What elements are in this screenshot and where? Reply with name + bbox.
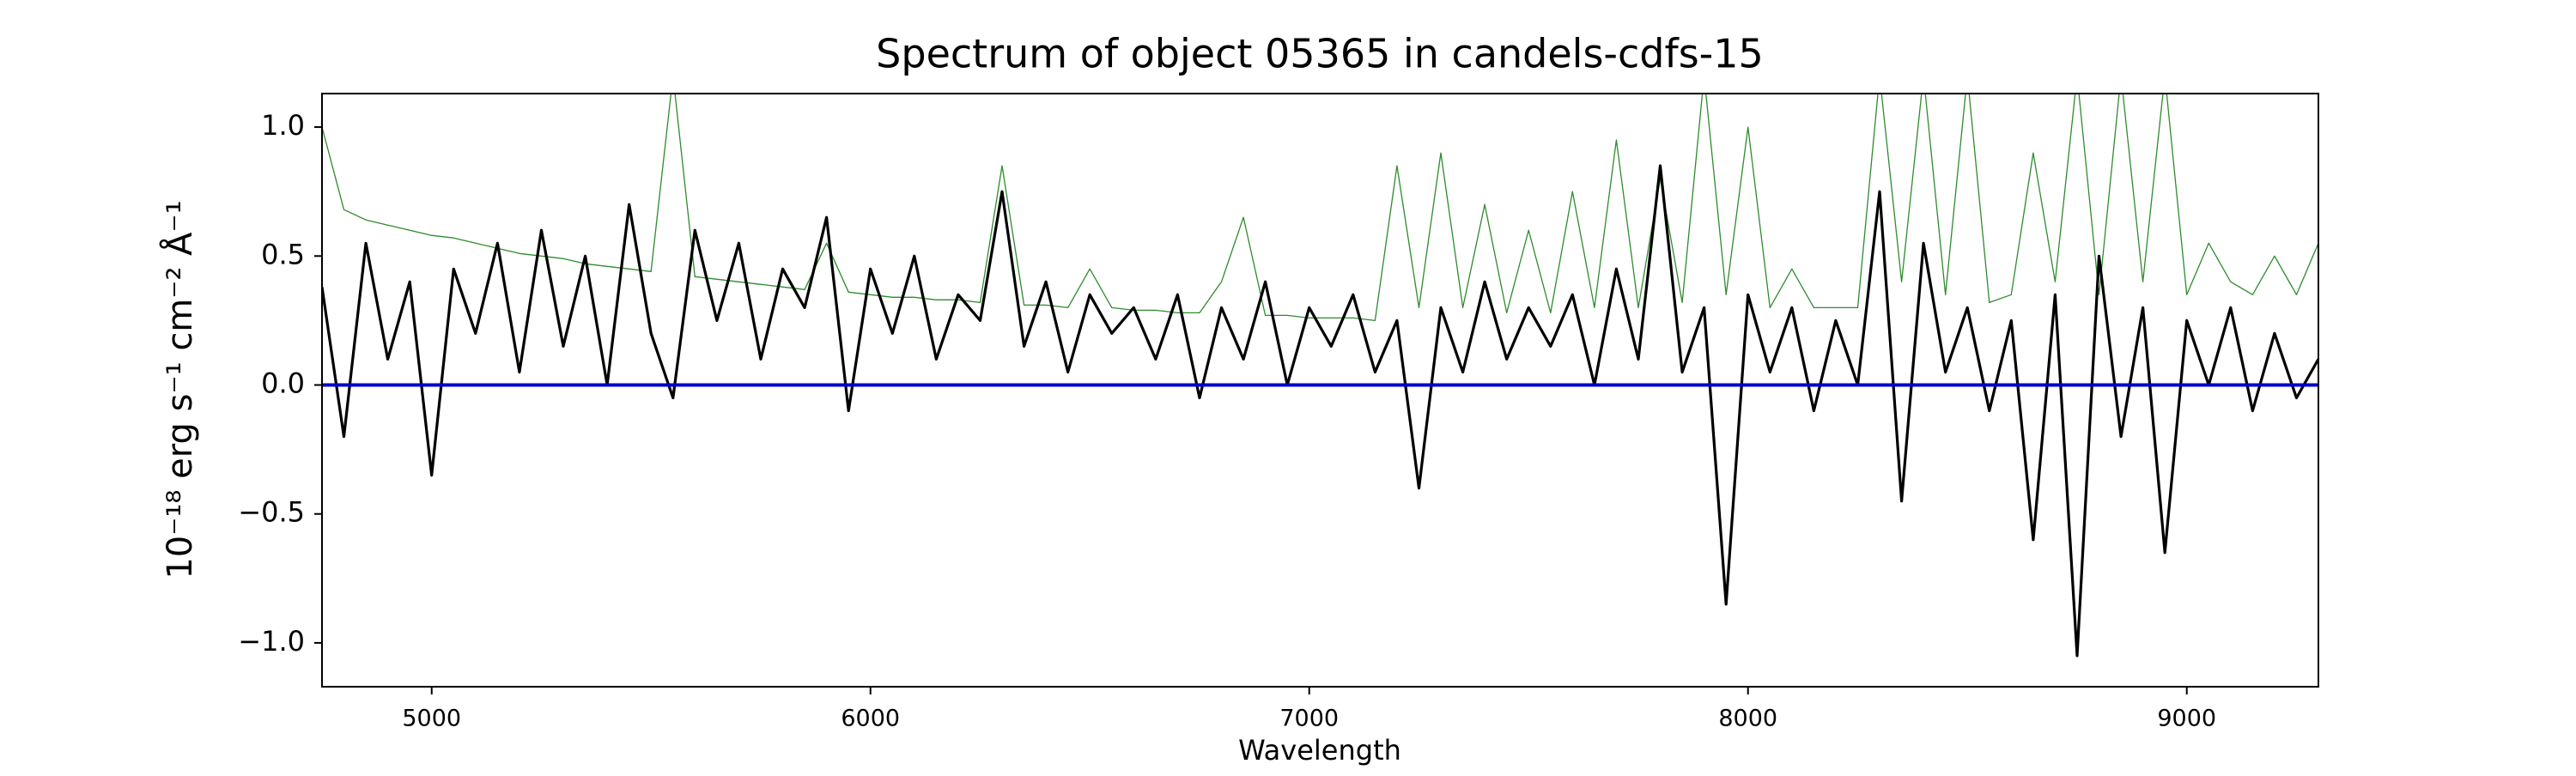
data-line [322, 94, 2318, 322]
x-tick-label: 8000 [1718, 706, 1777, 732]
plot-frame [321, 93, 2319, 688]
data-line [322, 164, 2318, 658]
plot-lines [322, 94, 2318, 658]
y-tick-label: −0.5 [238, 496, 305, 529]
x-tick-label: 7000 [1279, 706, 1339, 732]
y-axis-label: 10⁻¹⁸ erg s⁻¹ cm⁻² Å⁻¹ [159, 200, 200, 579]
y-tick-label: 1.0 [261, 109, 305, 142]
y-tick-label: −1.0 [238, 625, 305, 658]
chart-title: Spectrum of object 05365 in candels-cdfs… [876, 31, 1764, 77]
y-tick-label: 0.5 [261, 238, 305, 270]
x-axis-label: Wavelength [1238, 734, 1401, 767]
y-tick-label: 0.0 [261, 367, 305, 399]
x-tick-label: 6000 [841, 706, 900, 732]
x-tick-label: 5000 [402, 706, 461, 732]
x-tick-label: 9000 [2157, 706, 2216, 732]
